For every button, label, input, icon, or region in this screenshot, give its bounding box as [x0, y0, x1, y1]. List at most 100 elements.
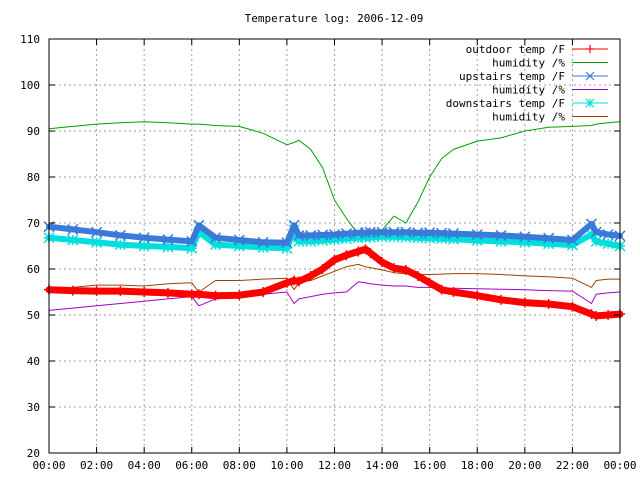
legend-label: humidity /% [492, 111, 565, 124]
x-tick-label: 02:00 [80, 459, 113, 472]
data-point-0 [448, 287, 459, 297]
data-point-0 [91, 286, 102, 297]
data-point-0 [293, 276, 304, 287]
legend-label: humidity /% [492, 84, 565, 97]
data-point-2 [186, 235, 198, 247]
data-point-4 [590, 235, 602, 247]
data-point-2 [317, 229, 329, 241]
y-tick-label: 110 [20, 33, 40, 46]
data-point-0 [281, 277, 292, 288]
data-point-2 [388, 226, 400, 238]
data-point-2 [340, 228, 352, 240]
data-point-4 [602, 238, 614, 250]
y-tick-label: 40 [27, 355, 40, 368]
data-point-2 [91, 226, 103, 238]
x-tick-label: 00:00 [32, 459, 65, 472]
data-point-2 [288, 219, 300, 231]
x-tick-label: 18:00 [461, 459, 494, 472]
data-point-0 [603, 310, 614, 320]
data-point-2 [293, 229, 305, 241]
data-point-0 [543, 298, 554, 309]
data-point-0 [591, 310, 602, 321]
data-point-0 [341, 250, 352, 261]
data-point-2 [114, 229, 126, 241]
y-tick-label: 100 [20, 79, 40, 92]
data-point-2 [602, 228, 614, 241]
data-point-2 [543, 232, 555, 244]
y-tick-label: 80 [27, 171, 40, 184]
data-point-0 [162, 287, 173, 298]
data-point-0 [67, 285, 78, 296]
chart-title: Temperature log: 2006-12-09 [245, 12, 424, 25]
data-point-2 [412, 227, 424, 239]
series-layer [43, 121, 626, 321]
data-point-0 [472, 290, 483, 301]
legend-label: outdoor temp /F [466, 43, 565, 56]
x-tick-label: 20:00 [508, 459, 541, 472]
data-point-2 [400, 226, 412, 238]
data-point-2 [364, 226, 376, 238]
y-tick-label: 70 [27, 217, 40, 230]
data-point-4 [91, 236, 103, 248]
x-tick-label: 12:00 [318, 459, 351, 472]
x-tick-label: 00:00 [603, 459, 636, 472]
data-point-2 [376, 226, 388, 238]
legend-label: downstairs temp /F [446, 97, 565, 110]
x-tick-label: 10:00 [270, 459, 303, 472]
data-point-0 [436, 284, 447, 295]
data-point-0 [234, 290, 245, 301]
data-point-0 [424, 277, 435, 288]
data-point-2 [281, 237, 293, 249]
data-point-4 [138, 240, 150, 252]
data-point-0 [412, 270, 423, 281]
x-tick-label: 04:00 [128, 459, 161, 472]
data-point-0 [115, 286, 126, 297]
data-point-0 [519, 297, 530, 308]
legend-entry: downstairs temp /F [446, 97, 608, 110]
data-point-2 [590, 226, 602, 238]
data-point-2 [162, 234, 174, 246]
ticks: 20 30 40 50 60 70 80 90 100 110 00:00 02:00 04:00 06:… [20, 33, 636, 472]
data-point-4 [114, 239, 126, 251]
data-point-0 [305, 270, 316, 281]
data-point-2 [193, 219, 205, 231]
data-point-0 [289, 275, 300, 286]
series-line-1 [48, 121, 621, 235]
data-point-0 [317, 264, 328, 274]
data-point-2 [138, 232, 150, 244]
data-point-0 [586, 309, 597, 320]
y-tick-label: 20 [27, 447, 40, 460]
data-point-2 [471, 228, 483, 241]
x-tick-label: 06:00 [175, 459, 208, 472]
x-tick-label: 16:00 [413, 459, 446, 472]
data-point-2 [210, 232, 222, 244]
data-point-0 [193, 289, 204, 300]
data-point-0 [388, 263, 399, 274]
data-point-0 [353, 246, 364, 257]
data-point-2 [495, 229, 507, 241]
legend-entry: outdoor temp /F [466, 43, 608, 56]
y-tick-label: 90 [27, 125, 40, 138]
data-point-0 [496, 294, 507, 305]
legend-label: upstairs temp /F [459, 70, 565, 83]
data-point-2 [257, 236, 269, 248]
legend-entry: humidity /% [492, 84, 608, 97]
x-tick-label: 08:00 [223, 459, 256, 472]
data-point-0 [258, 287, 269, 297]
y-tick-label: 30 [27, 401, 40, 414]
x-tick-label: 14:00 [366, 459, 399, 472]
data-point-0 [365, 247, 376, 258]
legend-entry: humidity /% [492, 111, 608, 124]
data-point-0 [329, 254, 340, 265]
data-point-2 [519, 231, 531, 243]
data-point-2 [359, 227, 371, 239]
data-point-2 [566, 234, 578, 246]
data-point-2 [436, 227, 448, 239]
data-point-2 [233, 234, 245, 246]
y-tick-label: 60 [27, 263, 40, 276]
data-point-0 [210, 290, 221, 301]
series-line-5 [48, 263, 621, 293]
